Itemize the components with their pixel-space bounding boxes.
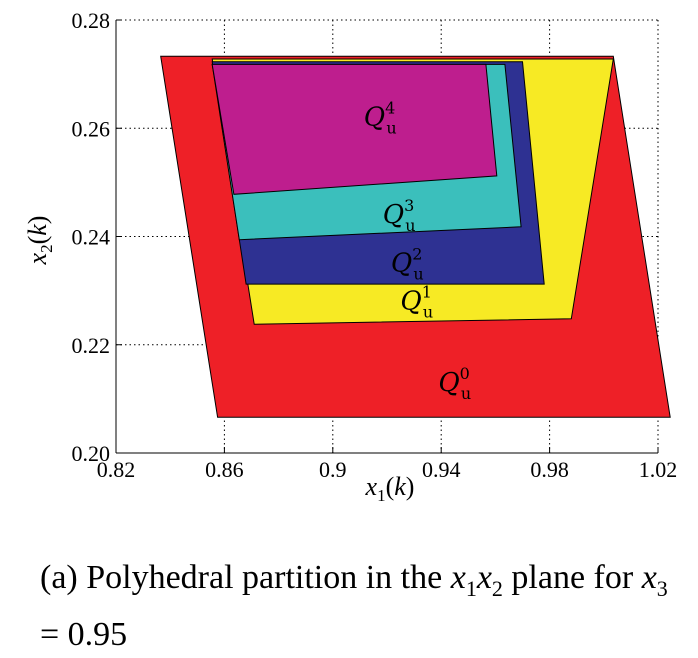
caption-suffix: = 0.95 [40,615,128,653]
y-tick-label: 0.24 [72,225,111,250]
caption-prefix: (a) Polyhedral partition in the [40,559,451,596]
caption-math-x1: x1x2 [450,559,503,601]
region-label-0: Q0 u [438,364,471,403]
x-tick-label: 0.82 [97,457,136,482]
region-label-2: Q2 u [391,245,424,284]
y-tick-label: 0.28 [72,8,111,33]
region-label-3: Q3 u [383,196,416,235]
chart-svg: 0.82 0.86 0.9 0.94 0.98 1.02 0.20 0.22 0.24 0.26 0… [23,8,678,505]
region-label-layer: Q0 u Q1 uQ2 u Q3 u Q4 u [364,99,471,403]
y-tick-label: 0.26 [72,116,111,141]
x-tick-label: 0.86 [205,457,244,482]
x-tick-label: 0.9 [319,457,347,482]
y-tick-label: 0.22 [72,333,111,358]
x-tick-label: 0.94 [422,457,461,482]
y-axis-label: x2(k) [23,216,56,266]
region-label-4: Q4 u [364,99,397,138]
x-tick-label: 0.98 [530,457,569,482]
figure-caption: (a) Polyhedral partition in the x1x2 pla… [40,555,680,658]
chart-area: 0.82 0.86 0.9 0.94 0.98 1.02 0.20 0.22 0.24 0.26 0… [23,8,678,505]
caption-math-x3: x3 [641,559,668,601]
region-label-1: Q1 u [400,283,433,322]
tick-layer: 0.82 0.86 0.9 0.94 0.98 1.02 0.20 0.22 0.24 0.26 0… [72,8,678,482]
region-4 [211,63,498,195]
x-tick-label: 1.02 [639,457,678,482]
caption-mid: plane for [502,559,642,596]
x-axis-label: x1(k) [365,472,415,505]
y-tick-label: 0.20 [72,441,111,466]
region-layer [160,55,671,418]
